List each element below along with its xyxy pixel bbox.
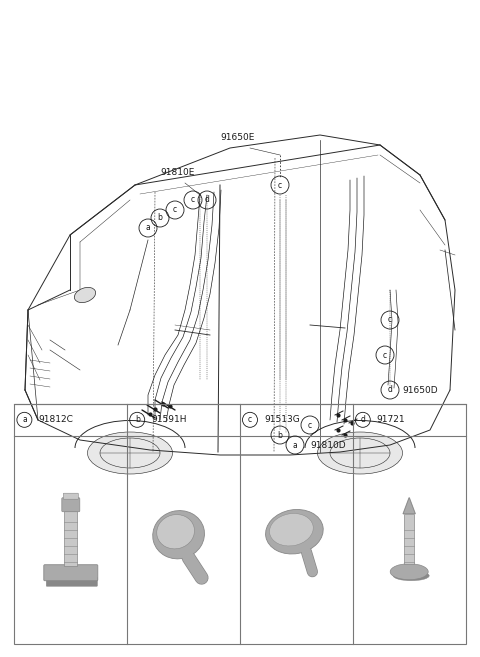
Text: c: c: [383, 350, 387, 359]
FancyBboxPatch shape: [64, 510, 77, 566]
FancyBboxPatch shape: [63, 493, 78, 499]
Bar: [14, 404, 466, 644]
Text: c: c: [388, 315, 392, 325]
Text: 91810E: 91810E: [160, 168, 194, 177]
Ellipse shape: [157, 514, 194, 549]
Text: 91812C: 91812C: [38, 415, 73, 424]
Text: 91650D: 91650D: [402, 386, 438, 395]
FancyBboxPatch shape: [46, 578, 97, 586]
Text: a: a: [293, 440, 298, 449]
Ellipse shape: [265, 509, 323, 554]
Text: 91650E: 91650E: [220, 133, 254, 142]
Polygon shape: [403, 498, 415, 514]
Text: 91721: 91721: [377, 415, 406, 424]
Ellipse shape: [153, 510, 204, 559]
FancyBboxPatch shape: [404, 514, 414, 564]
Text: b: b: [277, 430, 282, 440]
Text: 91591H: 91591H: [151, 415, 187, 424]
Text: c: c: [278, 181, 282, 189]
Text: d: d: [387, 386, 393, 394]
Ellipse shape: [317, 432, 403, 474]
Text: c: c: [173, 206, 177, 214]
Ellipse shape: [390, 564, 428, 579]
Text: c: c: [308, 420, 312, 430]
Ellipse shape: [74, 287, 96, 303]
Text: a: a: [145, 223, 150, 233]
Text: d: d: [360, 415, 365, 424]
FancyBboxPatch shape: [62, 498, 80, 512]
Text: b: b: [157, 214, 162, 223]
Text: b: b: [135, 415, 140, 424]
Text: a: a: [22, 415, 27, 424]
Text: d: d: [204, 196, 209, 204]
Text: 91810D: 91810D: [310, 441, 346, 450]
Ellipse shape: [87, 432, 172, 474]
Ellipse shape: [270, 514, 313, 546]
Text: c: c: [191, 196, 195, 204]
Ellipse shape: [393, 571, 429, 581]
Text: 91513G: 91513G: [264, 415, 300, 424]
Text: c: c: [248, 415, 252, 424]
FancyBboxPatch shape: [44, 565, 98, 581]
